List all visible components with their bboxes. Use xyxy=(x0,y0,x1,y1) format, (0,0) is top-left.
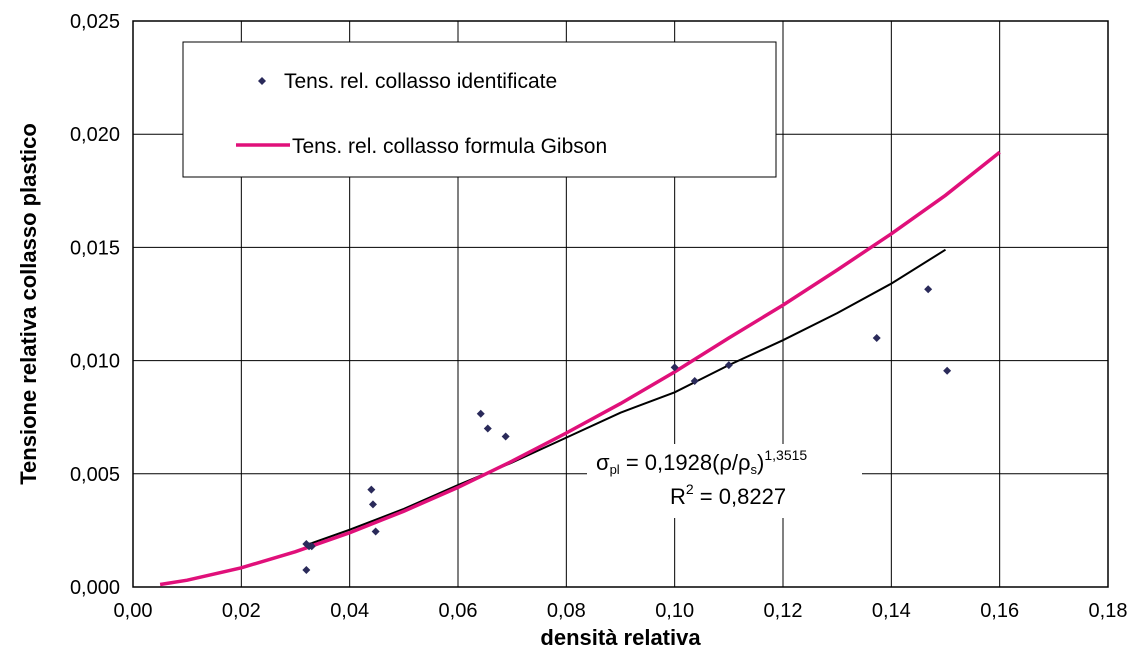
x-tick-label: 0,08 xyxy=(547,600,586,622)
data-point xyxy=(302,566,311,575)
r2-text: R2 = 0,8227 xyxy=(670,481,786,509)
data-point xyxy=(690,376,699,385)
x-tick-label: 0,04 xyxy=(330,600,369,622)
x-axis-title: densità relativa xyxy=(540,625,701,650)
data-point xyxy=(367,485,376,494)
data-point xyxy=(943,366,952,375)
x-tick-label: 0,06 xyxy=(439,600,478,622)
eq-part-coef: = 0,1928(ρ/ρ xyxy=(620,450,751,475)
x-tick-label: 0,12 xyxy=(764,600,803,622)
y-tick-label: 0,020 xyxy=(70,124,120,146)
plot-area-border xyxy=(132,20,1109,588)
y-tick-label: 0,010 xyxy=(70,351,120,373)
eq-part-paren: ) xyxy=(757,450,764,475)
r2-part-2: 2 xyxy=(686,481,694,497)
data-point xyxy=(371,527,380,536)
y-tick-label: 0,000 xyxy=(70,577,120,599)
x-tick-label: 0,14 xyxy=(872,600,911,622)
eq-part-s: s xyxy=(751,462,758,477)
data-point xyxy=(501,432,510,441)
data-point xyxy=(483,424,492,433)
gibson-formula-line xyxy=(159,150,1001,587)
legend: Tens. rel. collasso identificate Tens. r… xyxy=(182,41,777,178)
x-tick-label: 0,10 xyxy=(655,600,694,622)
gibson-curve-layer xyxy=(159,150,1001,587)
data-points-layer xyxy=(302,285,952,575)
trendline-layer xyxy=(305,248,947,547)
legend-label-line: Tens. rel. collasso formula Gibson xyxy=(292,135,607,158)
y-tick-labels: 0,000 0,005 0,010 0,015 0,020 0,025 xyxy=(70,11,120,599)
y-axis-title: Tensione relativa collasso plastico xyxy=(16,123,41,485)
eq-part-exp: 1,3515 xyxy=(764,447,807,463)
data-point xyxy=(924,285,933,294)
eq-part-pl: pl xyxy=(610,462,620,477)
data-point xyxy=(368,500,377,509)
data-point xyxy=(307,542,316,551)
x-tick-label: 0,18 xyxy=(1089,600,1127,622)
equation-text: σpl = 0,1928(ρ/ρs)1,3515 xyxy=(596,447,807,477)
x-tick-label: 0,16 xyxy=(980,600,1019,622)
x-tick-labels: 0,00 0,02 0,04 0,06 0,08 0,10 0,12 0,14 0,16 0,18 xyxy=(114,600,1127,622)
x-tick-label: 0,00 xyxy=(114,600,153,622)
trendline xyxy=(305,248,947,547)
x-tick-label: 0,02 xyxy=(222,600,261,622)
y-tick-label: 0,025 xyxy=(70,11,120,33)
eq-part-sigma: σ xyxy=(596,450,610,475)
data-point xyxy=(872,333,881,342)
legend-label-scatter: Tens. rel. collasso identificate xyxy=(284,70,557,93)
legend-marker-scatter xyxy=(258,77,266,85)
data-point xyxy=(476,409,485,418)
y-tick-label: 0,005 xyxy=(70,464,120,486)
y-tick-label: 0,015 xyxy=(70,237,120,259)
data-point xyxy=(670,363,679,372)
r2-part-r: R xyxy=(670,484,686,509)
data-point xyxy=(724,361,733,370)
r2-part-value: = 0,8227 xyxy=(694,484,786,509)
trendline-equation: σpl = 0,1928(ρ/ρs)1,3515 R2 = 0,8227 xyxy=(587,444,862,518)
